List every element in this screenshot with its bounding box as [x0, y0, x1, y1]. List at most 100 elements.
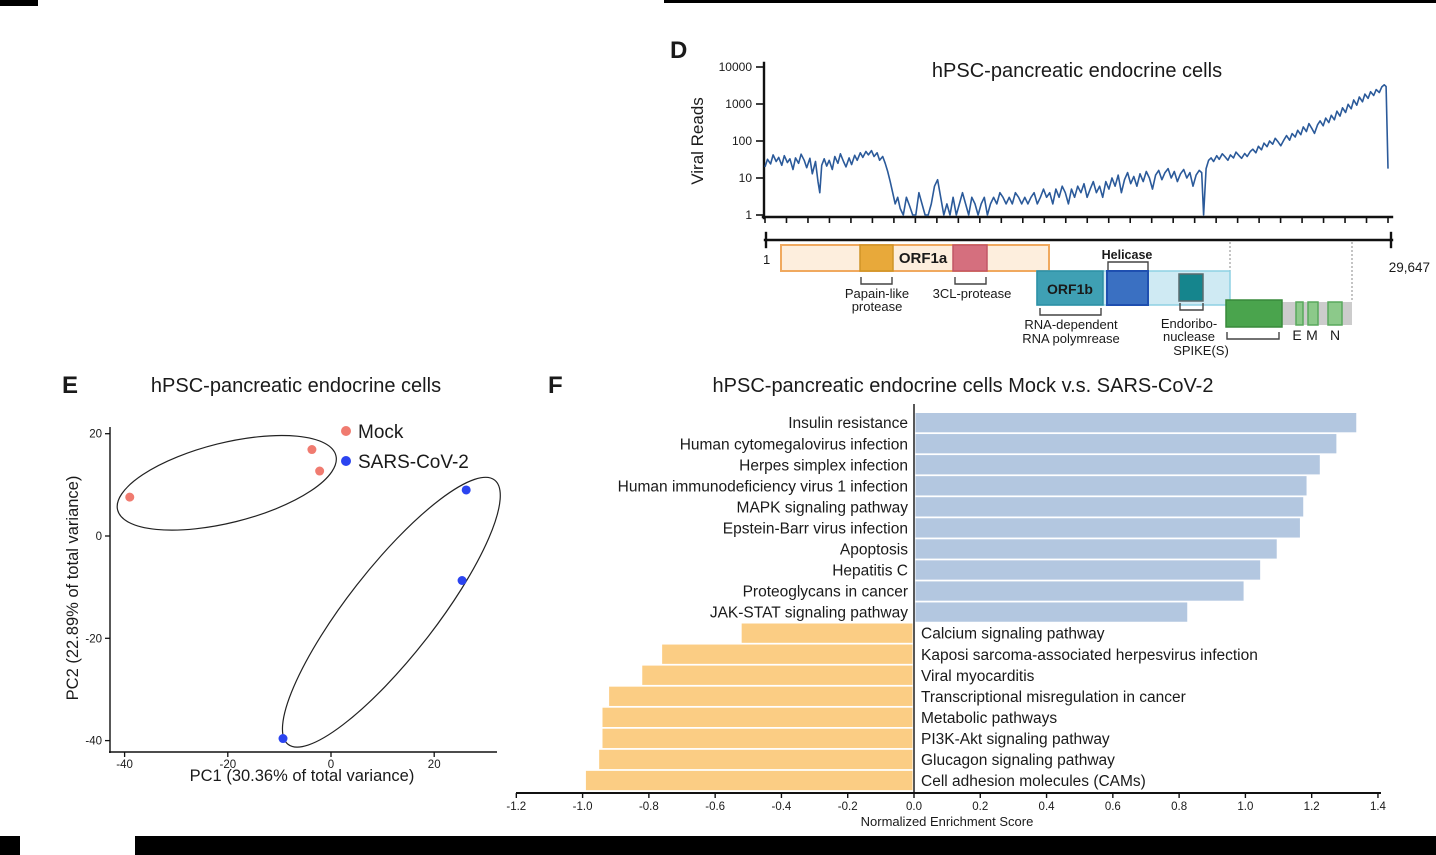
gsea-bar-label: Proteoglycans in cancer	[743, 584, 908, 601]
m-gene-box	[1307, 301, 1319, 326]
legend-mock-dot	[341, 426, 351, 436]
pca-point-mock	[125, 492, 135, 502]
gsea-bar-negative	[662, 644, 913, 664]
gsea-bar-negative	[609, 686, 913, 706]
gsea-bar-label: Insulin resistance	[788, 415, 908, 432]
rdrp-label-2: RNA polymrease	[1022, 331, 1120, 346]
pca-point-sars-cov-2	[457, 576, 467, 586]
panel-d-title: hPSC-pancreatic endocrine cells	[932, 60, 1222, 82]
endoribonuclease-box	[1178, 273, 1204, 302]
gsea-bar-negative	[602, 707, 913, 727]
genome-start-label: 1	[763, 252, 770, 267]
endo-bracket	[1179, 303, 1204, 311]
spike-label: SPIKE(S)	[1173, 343, 1229, 358]
pca-xlabel: PC1 (30.36% of total variance)	[190, 767, 415, 785]
gsea-bar-positive	[915, 560, 1261, 580]
gsea-bar-positive	[915, 413, 1357, 433]
genome-map: 1 29,647 ORF1a Papain-like protease 3CL-…	[763, 231, 1430, 358]
spike-box	[1225, 299, 1283, 328]
top-right-black-bar	[664, 0, 1436, 3]
viral-reads-line	[764, 84, 1389, 216]
orf1a-box	[780, 244, 1050, 272]
gsea-x-axis: -1.2 -1.0 -0.8 -0.6 -0.4 -0.2 0.0 0.2 0.4 0.6 0.8 1…	[506, 792, 1387, 813]
gsea-bar-positive	[915, 539, 1277, 559]
3cl-label: 3CL-protease	[933, 286, 1012, 301]
m-gene-label: M	[1306, 327, 1318, 343]
pca-point-mock	[307, 445, 317, 455]
gsea-bar-negative	[599, 749, 913, 770]
gsea-bar-label: PI3K-Akt signaling pathway	[921, 731, 1110, 748]
genome-end-label: 29,647	[1389, 260, 1430, 275]
panel-e-label: E	[62, 372, 78, 399]
papain-protease-box	[859, 244, 894, 272]
pca-axis-ticks: -40 -20 0 20 20 0 -20 -40	[85, 429, 440, 771]
gsea-bar-label: Calcium signaling pathway	[921, 626, 1105, 643]
panel-e: E hPSC-pancreatic endocrine cells PC2 (2…	[62, 372, 501, 785]
gsea-bar-label: Herpes simplex infection	[739, 457, 908, 474]
e-gene-label: E	[1292, 327, 1301, 343]
gsea-bar-label: Transcriptional misregulation in cancer	[921, 689, 1186, 706]
gsea-xtick-label: 0.0	[906, 801, 922, 813]
bottom-black-bar	[135, 836, 1436, 855]
gsea-xtick-label: 1.0	[1237, 801, 1253, 813]
gsea-bar-label: Glucagon signaling pathway	[921, 752, 1115, 769]
gsea-xtick-label: -1.2	[506, 801, 526, 813]
viral-axis-ticks: 1 10 100 1000 10000	[719, 60, 1389, 223]
gsea-bars: Insulin resistance Human cytomegalovirus …	[585, 413, 1357, 791]
gsea-xtick-label: 0.8	[1171, 801, 1187, 813]
gsea-xtick-label: -0.8	[639, 801, 659, 813]
gsea-bar-label: JAK-STAT signaling pathway	[710, 605, 908, 622]
viral-ytick-label: 100	[732, 134, 752, 148]
pca-legend: Mock SARS-CoV-2	[341, 422, 469, 473]
panel-e-title: hPSC-pancreatic endocrine cells	[151, 375, 441, 397]
3cl-protease-box	[952, 244, 988, 272]
panel-d-ylabel: Viral Reads	[688, 97, 707, 185]
gsea-bar-label: Apoptosis	[840, 542, 908, 559]
viral-ytick-label: 1	[745, 208, 752, 222]
gsea-bar-positive	[915, 581, 1244, 601]
pca-ylabel: PC2 (22.89% of total variance)	[64, 476, 82, 701]
legend-mock-label: Mock	[358, 422, 404, 443]
pca-xtick-label: 0	[328, 759, 334, 771]
gsea-xtick-label: -0.2	[838, 801, 858, 813]
gsea-bar-positive	[915, 497, 1304, 517]
endo-label-1: Endoribo-	[1161, 316, 1217, 331]
legend-sars-label: SARS-CoV-2	[358, 452, 469, 473]
viral-ytick-label: 10000	[719, 60, 753, 74]
pca-point-sars-cov-2	[461, 485, 471, 495]
pca-point-sars-cov-2	[278, 734, 288, 744]
panel-f: F hPSC-pancreatic endocrine cells Mock v…	[506, 372, 1386, 829]
pca-point-mock	[315, 466, 325, 476]
gsea-bar-positive	[915, 518, 1300, 538]
pca-ytick-label: 20	[89, 429, 102, 441]
gsea-bar-negative	[741, 623, 913, 643]
gsea-xlabel: Normalized Enrichment Score	[861, 814, 1034, 829]
gsea-bar-label: MAPK signaling pathway	[737, 499, 909, 516]
panel-d-label: D	[670, 37, 687, 64]
pca-points	[125, 445, 471, 744]
helicase-label: Helicase	[1102, 248, 1153, 262]
gsea-xtick-label: 0.2	[972, 801, 988, 813]
gsea-bar-negative	[585, 770, 913, 791]
gsea-xtick-label: -1.0	[573, 801, 593, 813]
gsea-bar-negative	[642, 665, 913, 685]
orf1b-box	[1036, 270, 1104, 306]
gsea-xtick-label: -0.4	[772, 801, 792, 813]
gsea-bar-label: Viral myocarditis	[921, 668, 1035, 685]
orf1b-label: ORF1b	[1047, 281, 1093, 297]
viral-ytick-label: 1000	[725, 97, 752, 111]
pca-ytick-label: -20	[85, 633, 102, 645]
spike-bracket	[1226, 332, 1280, 340]
helicase-box	[1106, 270, 1149, 306]
bottom-left-black-square	[0, 836, 20, 855]
gsea-bar-positive	[915, 476, 1307, 496]
panel-f-label: F	[548, 372, 563, 399]
papain-label-1: Papain-like	[845, 286, 909, 301]
e-gene-box	[1295, 301, 1304, 326]
gsea-bar-positive	[915, 455, 1320, 475]
top-left-black-bar	[0, 0, 38, 6]
gsea-xtick-label: 0.4	[1039, 801, 1056, 813]
n-gene-box	[1327, 301, 1343, 326]
cluster-ellipse	[281, 476, 501, 748]
